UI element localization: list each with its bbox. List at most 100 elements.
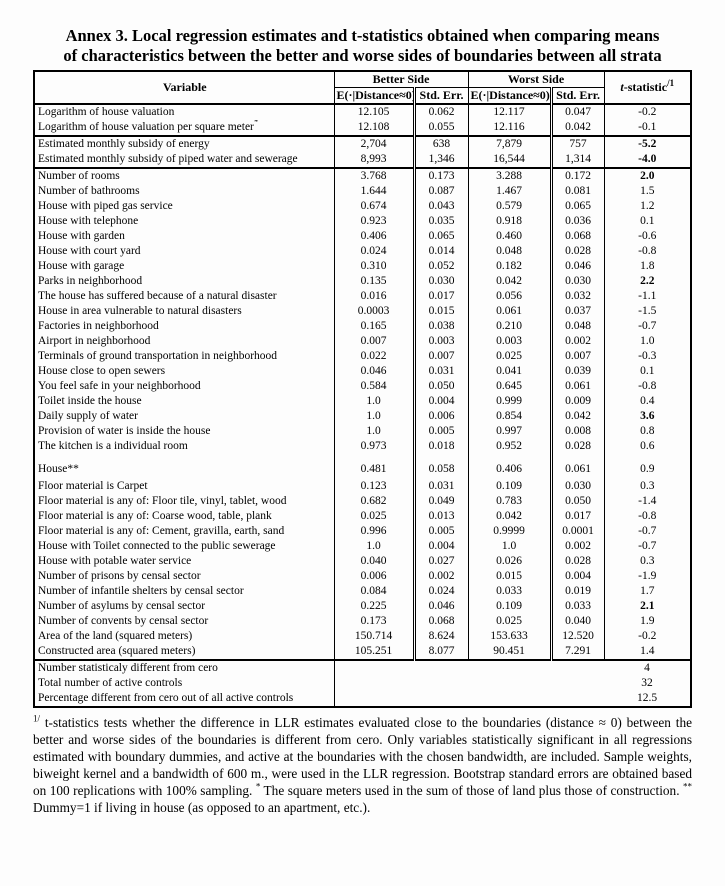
table-row: Floor material is any of: Cement, gravil… [34, 524, 692, 539]
t-statistic-cell: -0.2 [603, 629, 692, 644]
variable-label: Floor material is any of: Floor tile, vi… [34, 494, 335, 509]
stderr-worst-cell: 0.036 [549, 214, 605, 229]
variable-label: Floor material is Carpet [34, 479, 335, 494]
e-better-cell: 0.123 [360, 480, 387, 492]
t-statistic-cell: -0.8 [603, 244, 692, 259]
table-row: Number of rooms 3.768 0.173 3.288 0.172 2.0 [34, 167, 692, 184]
stderr-better-cell: 0.005 [412, 424, 469, 439]
summary-row: Percentage different from cero out of al… [34, 691, 691, 707]
variable-label: Terminals of ground transportation in ne… [34, 349, 335, 364]
t-statistic-cell: -5.2 [603, 135, 692, 152]
variable-label: Daily supply of water [34, 409, 335, 424]
e-better-cell: 0.225 [360, 600, 387, 612]
t-statistic-cell: 1.8 [603, 259, 692, 274]
stderr-better-cell: 0.015 [412, 304, 469, 319]
table-row: House with potable water service 0.040 0.0… [34, 554, 692, 569]
e-better-cell: 0.006 [360, 570, 387, 582]
t-statistic-cell: -0.8 [603, 379, 692, 394]
table-row: Number of convents by censal sector 0.173… [34, 614, 692, 629]
table-row: Number of bathrooms 1.644 0.087 1.467 0.081 1… [34, 184, 692, 199]
table-row: Factories in neighborhood 0.165 0.038 0.210… [34, 319, 692, 334]
stderr-better-cell: 0.058 [412, 454, 469, 479]
t-statistic-cell: 0.1 [603, 214, 692, 229]
table-row: House with garage 0.310 0.052 0.182 0.046 1.8 [34, 259, 692, 274]
e-better-cell: 0.682 [360, 495, 387, 507]
e-better-cell: 0.016 [360, 290, 387, 302]
stderr-worst-cell: 7.291 [549, 644, 605, 660]
variable-label: Estimated monthly subsidy of piped water… [34, 152, 335, 168]
stderr-worst-cell: 0.028 [549, 439, 605, 454]
e-worst-cell: 0.048 [467, 244, 552, 259]
table-row: Toilet inside the house 1.0 0.004 0.999 0.00… [34, 394, 692, 409]
stderr-worst-cell: 0.172 [549, 167, 605, 184]
stderr-better-cell: 0.017 [412, 289, 469, 304]
stderr-worst-cell: 0.004 [549, 569, 605, 584]
e-worst-cell: 0.918 [467, 214, 552, 229]
table-row: The kitchen is a individual room 0.973 0.0… [34, 439, 692, 454]
footnote-mark: * [255, 781, 261, 792]
stderr-better-cell: 8.077 [412, 644, 469, 660]
e-better-cell: 0.674 [360, 200, 387, 212]
stderr-worst-cell: 0.081 [549, 184, 605, 199]
variable-label: Toilet inside the house [34, 394, 335, 409]
e-better-cell: 0.022 [360, 350, 387, 362]
stderr-better-cell: 0.046 [412, 599, 469, 614]
e-worst-cell: 0.026 [467, 554, 552, 569]
stderr-worst-cell: 0.019 [549, 584, 605, 599]
table-row: Floor material is any of: Coarse wood, t… [34, 509, 692, 524]
header-row-measures: E(·|Distance≈0) Std. Err. E(·|Distance≈0… [34, 87, 691, 105]
t-statistic-cell: 0.4 [603, 394, 692, 409]
header-e-better: E(·|Distance≈0) [334, 87, 414, 105]
e-worst-cell: 16,544 [467, 152, 552, 168]
e-better-cell: 0.996 [360, 525, 387, 537]
variable-label: House with potable water service [34, 554, 335, 569]
variable-label: Estimated monthly subsidy of energy [34, 135, 335, 152]
variable-label: Factories in neighborhood [34, 319, 335, 334]
variable-label: House with Toilet connected to the publi… [34, 539, 335, 554]
header-row-groups: Variable Better Side Worst Side t-statis… [34, 71, 692, 105]
summary-label: Number statisticaly different from cero [34, 659, 335, 676]
table-row: House with court yard 0.024 0.014 0.048 0.02… [34, 244, 692, 259]
stderr-better-cell: 0.055 [412, 120, 469, 136]
variable-label: The kitchen is a individual room [34, 439, 335, 454]
t-statistic-cell: -1.9 [603, 569, 692, 584]
stderr-better-cell: 0.014 [412, 244, 469, 259]
variable-label: You feel safe in your neighborhood [34, 379, 335, 394]
variable-label: Number of prisons by censal sector [34, 569, 335, 584]
e-worst-cell: 0.645 [467, 379, 552, 394]
e-better-cell: 105.251 [354, 645, 393, 657]
t-statistic-rest: -statistic [623, 80, 668, 94]
table-row: Estimated monthly subsidy of energy 2,704… [34, 135, 692, 152]
e-better-cell: 0.165 [360, 320, 387, 332]
t-statistic-cell: -1.4 [603, 494, 692, 509]
stderr-worst-cell: 0.0001 [549, 524, 605, 539]
e-worst-cell: 0.999 [467, 394, 552, 409]
stderr-better-cell: 0.031 [412, 364, 469, 379]
e-better-cell: 0.481 [360, 462, 387, 475]
variable-label: The house has suffered because of a natu… [34, 289, 335, 304]
footnote-mark: 1/ [33, 713, 41, 724]
stderr-better-cell: 0.005 [412, 524, 469, 539]
e-better-cell: 0.973 [360, 440, 387, 452]
variable-label: Constructed area (squared meters) [34, 644, 335, 660]
stderr-better-cell: 0.050 [412, 379, 469, 394]
stderr-better-cell: 8.624 [412, 629, 469, 644]
t-statistic-cell: -0.7 [603, 524, 692, 539]
t-statistic-cell: 2.2 [603, 274, 692, 289]
table-row: Floor material is Carpet 0.123 0.031 0.109 0… [34, 479, 692, 494]
t-statistic-cell: 1.0 [603, 334, 692, 349]
t-statistic-cell: -0.8 [603, 509, 692, 524]
t-statistic-footnote-mark: /1 [667, 78, 675, 88]
e-better-cell: 12.108 [357, 121, 390, 133]
e-worst-cell: 0.042 [467, 274, 552, 289]
stderr-better-cell: 0.062 [412, 104, 469, 120]
table-row: The house has suffered because of a natu… [34, 289, 692, 304]
stderr-better-cell: 0.087 [412, 184, 469, 199]
header-stderr-better: Std. Err. [412, 87, 469, 105]
stderr-better-cell: 0.065 [412, 229, 469, 244]
table-row: House with garden 0.406 0.065 0.460 0.068 -0.… [34, 229, 692, 244]
header-variable: Variable [34, 71, 335, 105]
t-statistic-cell: 1.2 [603, 199, 692, 214]
variable-label: House** [34, 454, 335, 479]
stderr-better-cell: 0.035 [412, 214, 469, 229]
